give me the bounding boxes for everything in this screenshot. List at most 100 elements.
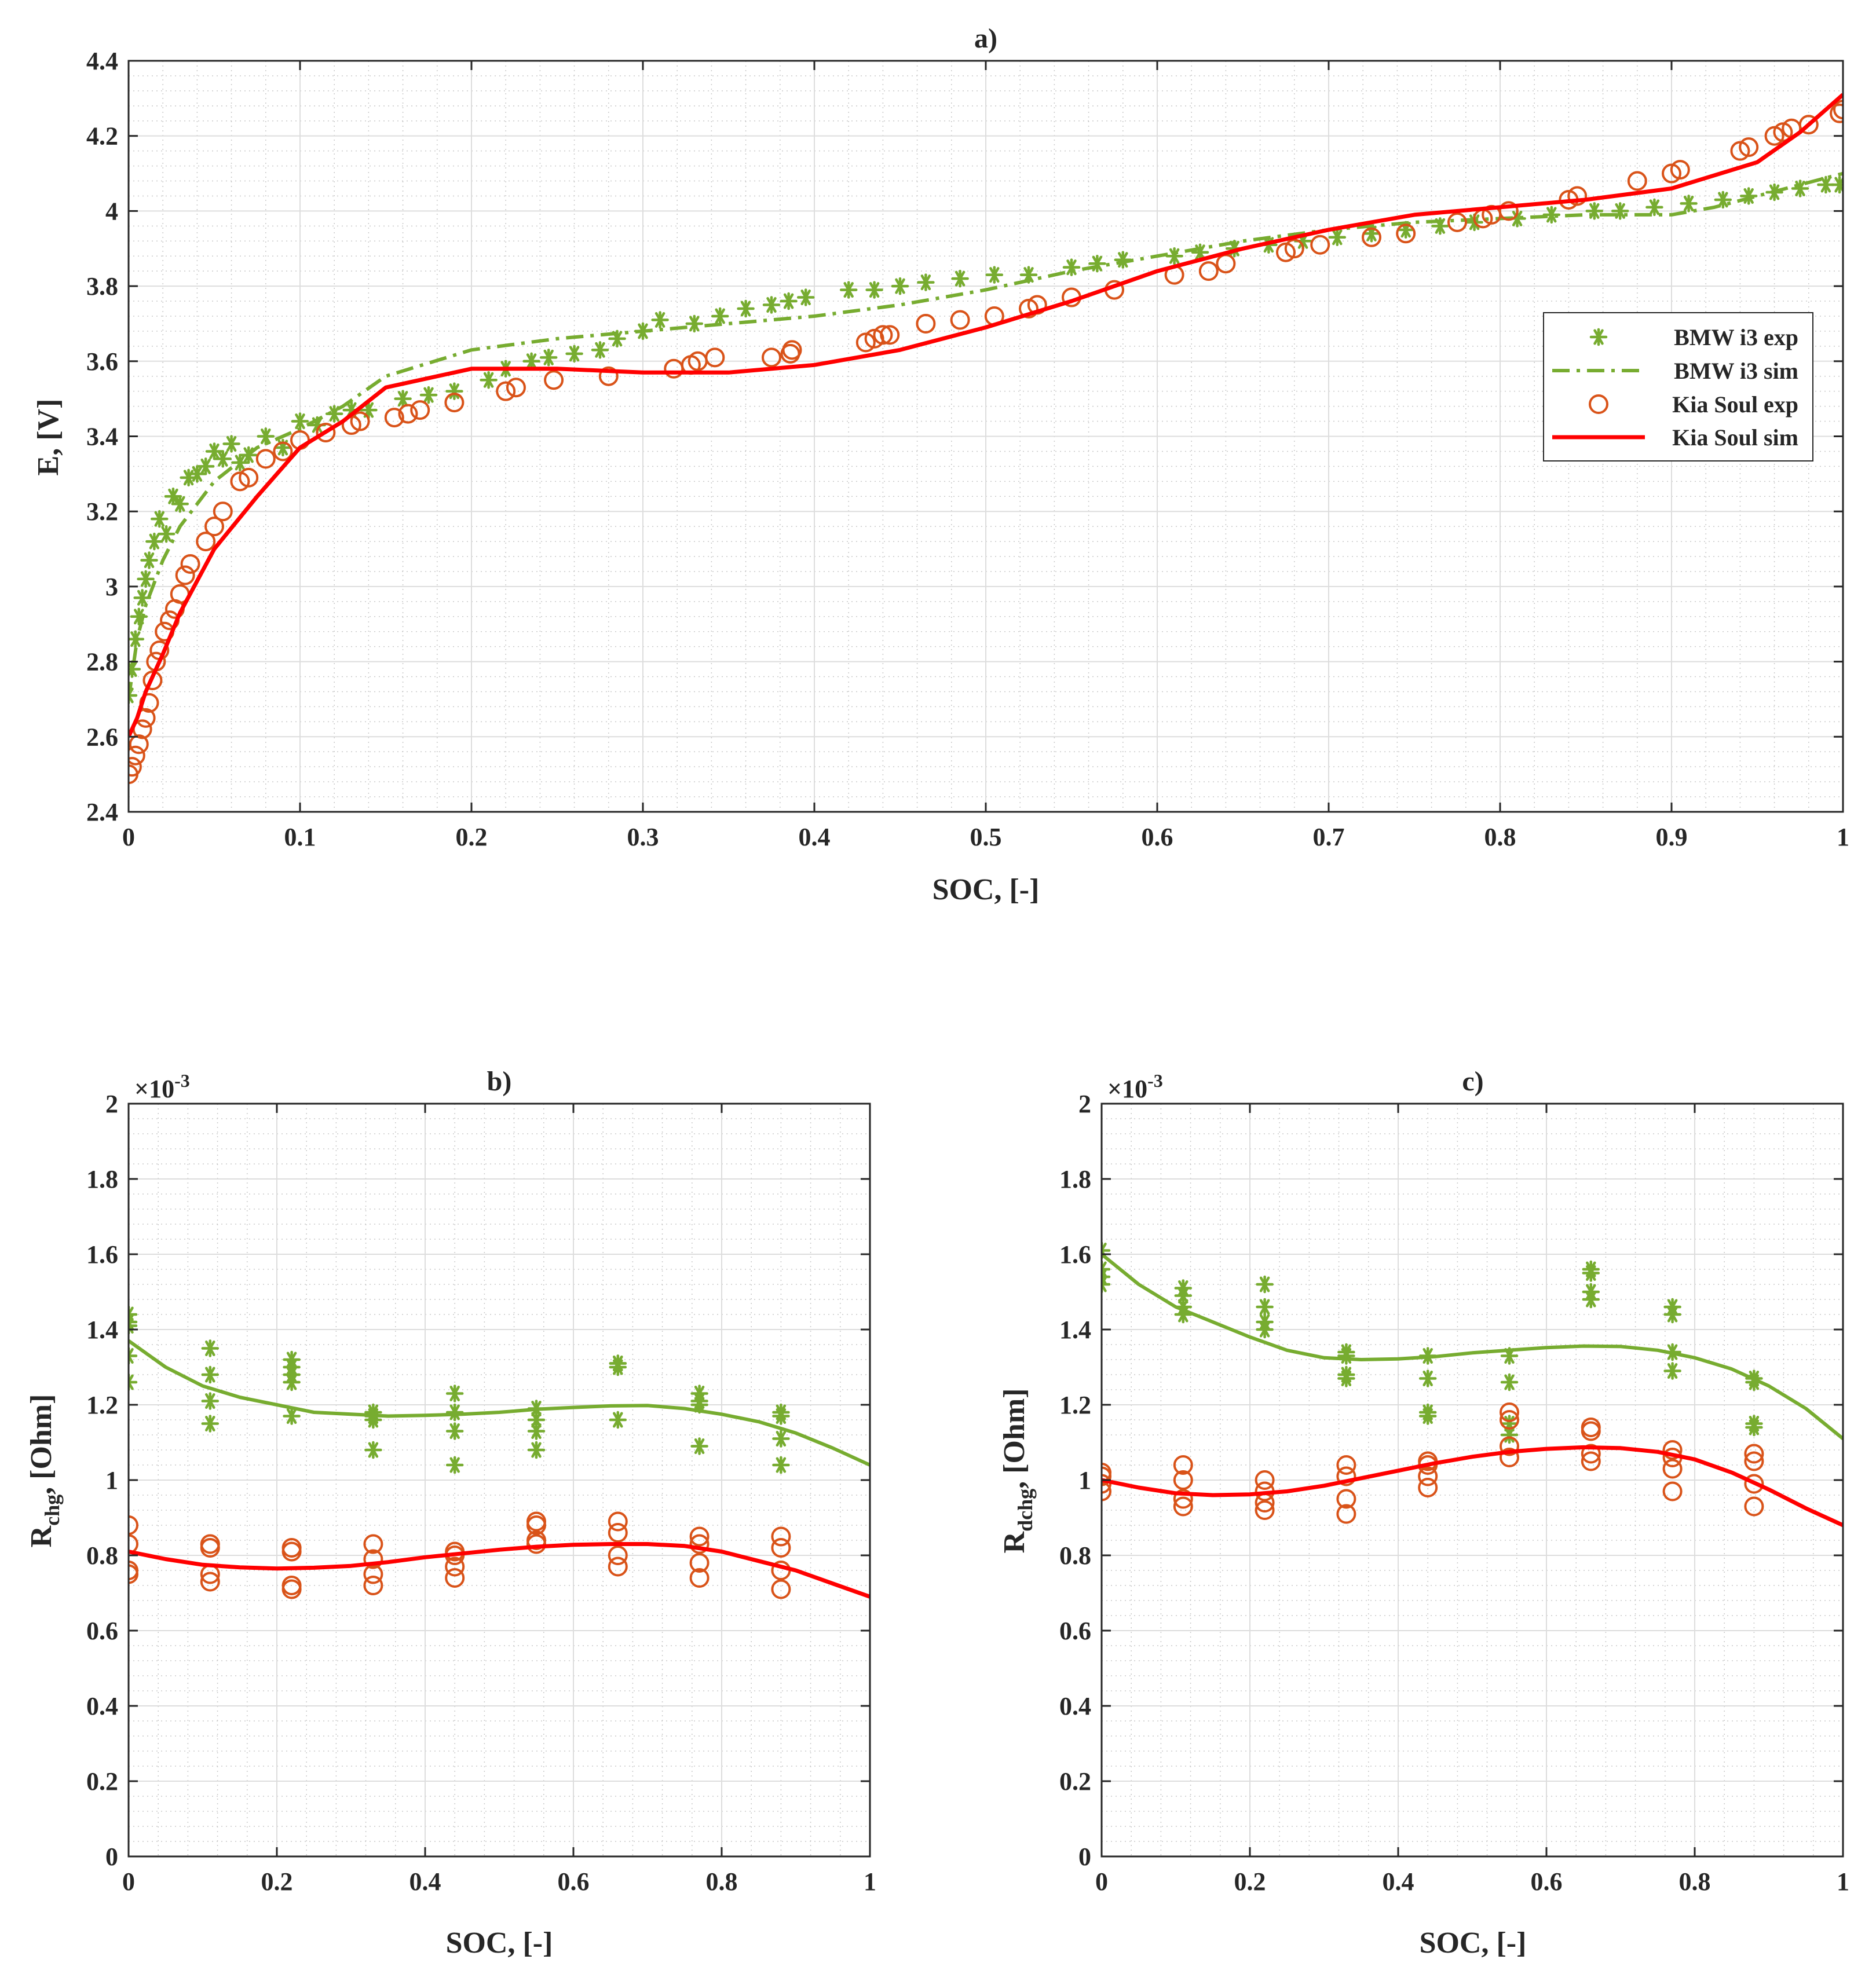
panel-b-y-axis-label: Rchg, [Ohm] [25,1394,64,1548]
data-point-kia-soul-exp [526,1515,546,1535]
legend-label-kia-exp: Kia Soul exp [1672,391,1798,417]
panel-c-y-exponent: ×10-3 [1107,1070,1163,1103]
data-point-bmw-i3-exp [772,1430,790,1448]
y-tick-label: 3.6 [86,347,118,376]
x-tick-label: 0 [1095,1867,1108,1896]
series-line-kia-soul-sim [129,1542,870,1599]
legend: BMW i3 exp BMW i3 sim Kia Soul exp Kia S… [1543,312,1813,462]
data-point-kia-soul-exp [1019,299,1038,319]
data-point-kia-soul-exp [1396,224,1416,244]
data-point-kia-soul-exp [1798,115,1819,135]
y-tick-label: 3.8 [86,272,118,301]
data-point-bmw-i3-exp [1418,1407,1437,1425]
data-point-kia-soul-exp [273,441,293,462]
y-tick-label: 3.4 [86,423,118,451]
series-points-kia-soul-exp [1102,1402,1764,1524]
data-point-kia-soul-exp [1310,235,1330,255]
data-point-kia-soul-exp [771,1579,791,1599]
y-tick-label: 1.4 [86,1316,118,1344]
data-point-bmw-i3-exp [222,435,240,453]
y-tick-label: 1 [1078,1466,1091,1495]
panel-a-x-axis-label: SOC, [-] [932,873,1040,906]
y-tick-label: 0.4 [86,1692,118,1720]
data-point-kia-soul-exp [689,1568,710,1588]
data-point-bmw-i3-exp [480,371,498,389]
y-tick-label: 4.2 [86,122,118,151]
data-point-kia-soul-exp [180,554,200,574]
y-tick-label: 1 [105,1466,118,1495]
data-point-kia-soul-exp [1255,1470,1275,1490]
data-point-bmw-i3-exp [865,281,883,299]
data-point-kia-soul-exp [782,340,802,360]
data-point-kia-soul-exp [1284,239,1304,259]
panel-b-tick-labels: 0 0.2 0.4 0.6 0.8 1 0 0.2 0.4 0.6 0.8 1 1.2 1.4 1.6 1.8… [86,1090,876,1896]
data-point-kia-soul-exp [1498,201,1519,221]
panel-c: 0 0.2 0.4 0.6 0.8 1 0 0.2 0.4 0.6 0.8 1 1.2 1.4 1.6 1.8… [998,1066,1849,1960]
data-point-bmw-i3-exp [591,341,609,359]
data-point-kia-soul-exp [129,1534,138,1554]
x-tick-label: 0 [122,1867,135,1896]
data-point-kia-soul-exp [689,1553,710,1573]
panel-a-tick-labels: 0 0.1 0.2 0.3 0.4 0.5 0.6 0.7 0.8 0.9 1 2.4 2.6 2.8 3 3… [86,47,1849,851]
data-point-kia-soul-exp [1764,126,1784,146]
x-tick-label: 0.4 [1383,1867,1414,1896]
data-point-kia-soul-exp [1336,1489,1356,1509]
data-point-kia-soul-exp [1198,261,1219,281]
data-point-kia-soul-exp [880,325,900,345]
data-point-kia-soul-exp [200,1572,220,1592]
data-point-bmw-i3-exp [711,307,729,325]
data-point-kia-soul-exp [1102,1466,1111,1486]
panel-a-title: a) [974,23,997,54]
data-point-bmw-i3-exp [1500,1415,1519,1433]
data-point-kia-soul-exp [316,423,336,443]
data-point-bmw-i3-exp [527,1422,546,1440]
x-tick-label: 1 [1837,1867,1849,1896]
data-point-bmw-i3-exp [772,1456,790,1474]
y-tick-label: 0.8 [86,1541,118,1570]
data-point-bmw-i3-exp [985,266,1004,284]
data-point-kia-soul-exp [1670,160,1690,180]
x-tick-label: 1 [1837,823,1849,851]
data-point-bmw-i3-exp [1337,1369,1355,1387]
data-point-kia-soul-exp [506,378,526,398]
data-point-kia-soul-exp [1418,1466,1438,1486]
data-point-kia-soul-exp [129,1515,138,1535]
data-point-bmw-i3-exp [1745,1418,1763,1437]
y-tick-label: 2.8 [86,648,118,676]
data-point-bmw-i3-exp [609,1411,627,1429]
data-point-kia-soul-exp [1102,1481,1111,1501]
data-point-kia-soul-exp [1773,122,1793,142]
x-tick-label: 0.6 [1142,823,1173,851]
panel-c-x-axis-label: SOC, [-] [1420,1927,1527,1960]
data-point-kia-soul-exp [873,325,893,345]
legend-star-symbol [1589,328,1608,346]
panel-c-tick-labels: 0 0.2 0.4 0.6 0.8 1 0 0.2 0.4 0.6 0.8 1 1.2 1.4 1.6 1.8… [1059,1090,1849,1896]
x-tick-label: 0.8 [1679,1867,1711,1896]
data-point-bmw-i3-exp [137,570,155,588]
data-point-bmw-i3-exp [394,390,412,408]
panel-c-data [1102,1241,1843,1528]
data-point-kia-soul-exp [384,408,404,428]
data-point-kia-soul-exp [950,310,970,330]
y-tick-label: 0 [1078,1843,1091,1871]
x-tick-label: 0 [122,823,135,851]
data-point-bmw-i3-exp [1582,1264,1600,1282]
data-point-kia-soul-exp [398,404,418,424]
data-point-kia-soul-exp [129,1564,138,1584]
y-tick-label: 0.2 [1059,1767,1091,1796]
data-point-bmw-i3-exp [196,457,215,475]
y-tick-label: 4.4 [86,47,118,75]
data-point-kia-soul-exp [363,1549,383,1569]
panel-b-x-axis-label: SOC, [-] [446,1927,553,1960]
x-tick-label: 0.8 [1484,823,1516,851]
panel-a-y-axis-label: E, [V] [32,399,65,476]
data-point-kia-soul-exp [1744,1444,1764,1464]
y-tick-label: 0.6 [86,1617,118,1645]
x-tick-label: 0.1 [284,823,316,851]
legend-entry-bmw-exp: BMW i3 exp [1589,324,1798,350]
data-point-bmw-i3-exp [1582,1290,1600,1309]
data-point-bmw-i3-exp [527,1441,546,1459]
data-point-kia-soul-exp [608,1511,628,1532]
data-point-kia-soul-exp [350,411,370,431]
data-point-bmw-i3-exp [1611,202,1629,220]
